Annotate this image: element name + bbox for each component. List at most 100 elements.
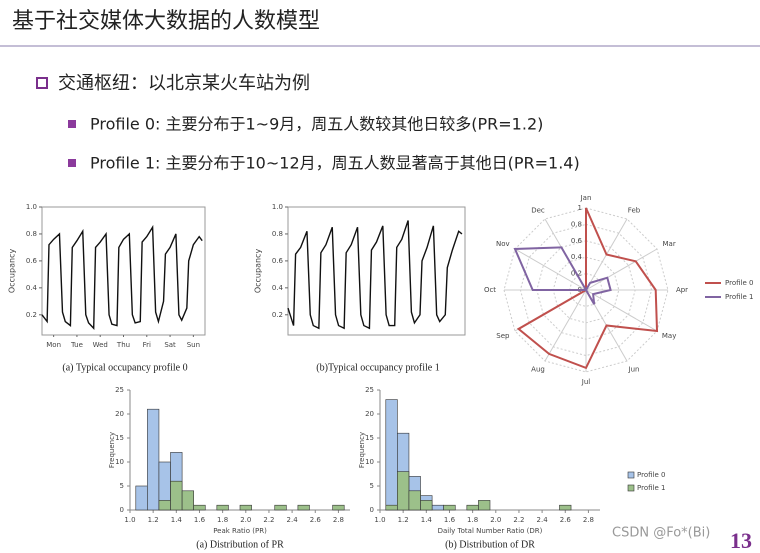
x-tick-label: Sun (187, 341, 200, 349)
x-tick-label: 2.0 (240, 516, 251, 524)
page-number: 13 (730, 528, 752, 553)
hist-bar (443, 504, 456, 511)
x-tick-label: 1.4 (421, 516, 433, 524)
plot-frame (41, 206, 206, 336)
x-tick-label: Thu (116, 341, 130, 349)
hist-bar (559, 504, 572, 511)
bullet-item: Profile 1: 主要分布于10~12月，周五人数显著高于其他日(PR=1.… (90, 154, 580, 173)
x-tick-label: 2.4 (287, 516, 299, 524)
y-tick-label: 0 (370, 506, 374, 514)
legend-label: Profile 1 (725, 293, 753, 301)
x-tick-label: 1.4 (171, 516, 183, 524)
y-tick-label: 20 (365, 410, 374, 418)
bullet-icon (68, 120, 76, 128)
y-tick-label: 0.6 (272, 257, 284, 265)
y-tick-label: 10 (115, 458, 124, 466)
x-tick-label: 2.0 (490, 516, 501, 524)
category-label: Jun (628, 366, 640, 374)
watermark: CSDN @Fo*(Bi) (612, 526, 710, 541)
hist-bar (297, 504, 310, 511)
category-label: Aug (531, 366, 545, 374)
x-tick-label: 2.8 (333, 516, 344, 524)
x-axis-label: Daily Total Number Ratio (DR) (438, 527, 543, 535)
x-tick-label: Mon (46, 341, 61, 349)
hist-bar (332, 504, 345, 511)
hist-bar (478, 500, 491, 511)
x-tick-label: 1.6 (444, 516, 456, 524)
y-tick-label: 25 (365, 386, 374, 394)
y-tick-label: 10 (365, 458, 374, 466)
radar-line (513, 246, 612, 305)
x-tick-label: 1.2 (148, 516, 159, 524)
category-label: Dec (531, 206, 545, 214)
y-tick-label: 0.2 (272, 311, 283, 319)
category-label: Nov (496, 240, 510, 248)
hist-bar (274, 504, 287, 511)
x-tick-label: 2.6 (310, 516, 322, 524)
category-label: Oct (484, 286, 496, 294)
hist-bar (466, 504, 479, 511)
r-tick-label: 0.8 (571, 220, 582, 228)
profile-line (41, 224, 203, 330)
r-tick-label: 1 (578, 204, 582, 212)
radar-spoke (514, 248, 587, 291)
x-axis-label: Peak Ratio (PR) (213, 527, 267, 535)
y-tick-label: 1.0 (272, 203, 283, 211)
hist-bar (385, 399, 398, 511)
hist-bar (147, 408, 160, 511)
y-tick-label: 15 (115, 434, 124, 442)
bullet-item: Profile 0: 主要分布于1~9月，周五人数较其他日较多(PR=1.2) (90, 115, 543, 134)
y-tick-label: 0 (120, 506, 124, 514)
y-tick-label: 5 (370, 482, 374, 490)
x-tick-label: 1.8 (217, 516, 228, 524)
bullet-icon (68, 159, 76, 167)
legend-label: Profile 0 (725, 279, 753, 287)
hist-bar (193, 504, 206, 511)
caption: (b) Distribution of DR (445, 539, 535, 550)
y-axis-label: Occupancy (254, 249, 263, 294)
x-tick-label: 1.2 (398, 516, 409, 524)
radar-spoke (544, 289, 587, 362)
y-axis-label: Frequency (358, 432, 366, 468)
category-label: Apr (676, 286, 688, 294)
bullet-icon (36, 77, 48, 89)
x-tick-label: 1.0 (374, 516, 385, 524)
radar-spoke (585, 289, 658, 332)
x-tick-label: 2.2 (513, 516, 524, 524)
hist-bar (385, 504, 398, 511)
slide-title: 基于社交媒体大数据的人数模型 (12, 9, 320, 34)
legend-swatch (627, 471, 635, 479)
r-tick-label: 0.4 (571, 253, 583, 261)
legend-label: Profile 1 (637, 484, 665, 492)
x-tick-label: 1.8 (467, 516, 478, 524)
y-tick-label: 0.4 (26, 284, 38, 292)
category-label: Sep (496, 332, 510, 340)
y-tick-label: 20 (115, 410, 124, 418)
y-tick-label: 0.8 (26, 230, 37, 238)
y-axis-label: Frequency (108, 432, 116, 468)
x-tick-label: 1.0 (124, 516, 135, 524)
x-tick-label: 2.2 (263, 516, 274, 524)
hist-bar (397, 471, 410, 511)
category-label: Jan (580, 194, 592, 202)
radar-spoke (585, 248, 658, 291)
hist-bar (216, 504, 229, 511)
category-label: Jul (581, 378, 591, 386)
hist-bar (181, 490, 194, 511)
hist-bar (239, 504, 252, 511)
y-tick-label: 15 (365, 434, 374, 442)
x-tick-label: 2.6 (560, 516, 572, 524)
caption: (a) Typical occupancy profile 0 (62, 362, 187, 373)
legend-swatch (627, 484, 635, 492)
y-tick-label: 0.6 (26, 257, 38, 265)
x-tick-label: Tue (70, 341, 83, 349)
caption: (a) Distribution of PR (196, 539, 284, 550)
x-tick-label: 1.6 (194, 516, 206, 524)
x-tick-label: 2.8 (583, 516, 594, 524)
hist-bar (420, 500, 433, 511)
y-tick-label: 0.4 (272, 284, 284, 292)
category-label: Mar (663, 240, 676, 248)
x-tick-label: 2.4 (537, 516, 549, 524)
hist-bar (135, 485, 148, 511)
category-label: May (662, 332, 676, 340)
